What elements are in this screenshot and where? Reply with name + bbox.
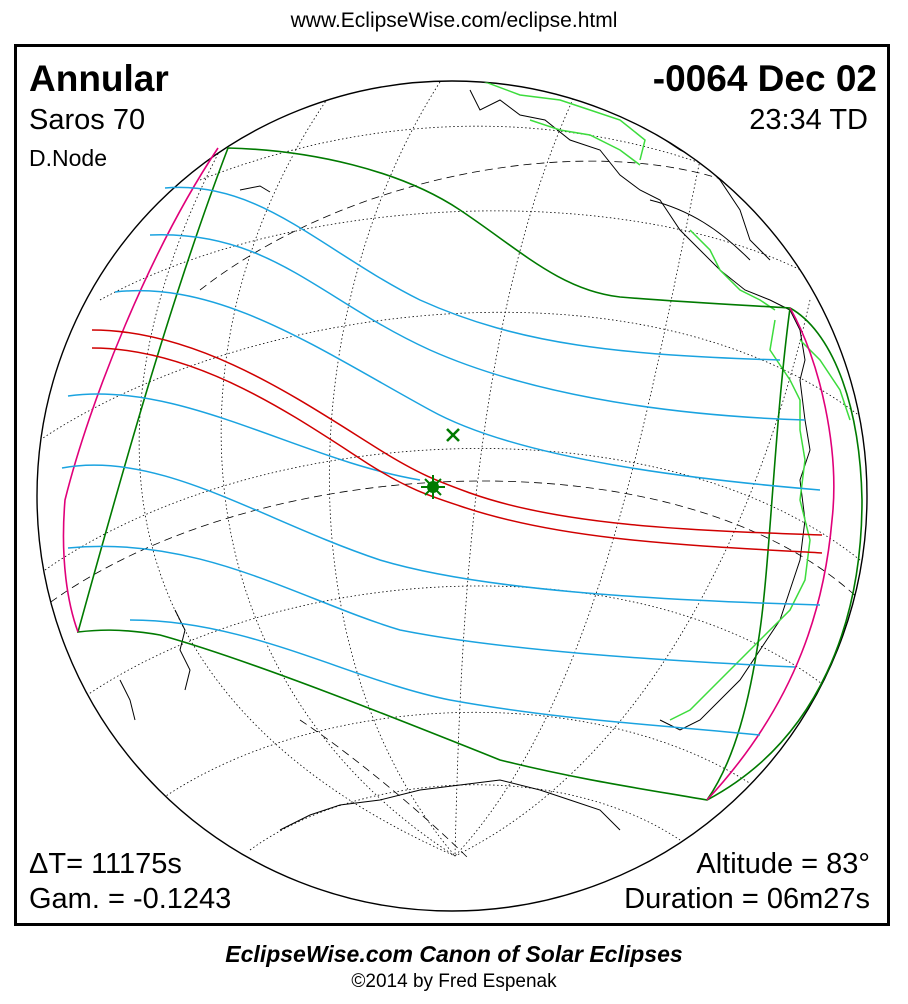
saros-number: Saros 70 bbox=[29, 104, 146, 136]
south-america-coast bbox=[659, 309, 811, 731]
eclipse-date: -0064 Dec 02 bbox=[652, 58, 877, 99]
north-america-coast bbox=[469, 89, 791, 311]
copyright: ©2014 by Fred Espenak bbox=[351, 971, 557, 992]
greatest-eclipse-marker bbox=[421, 475, 445, 499]
delta-t: ΔT= 11175s bbox=[29, 848, 182, 880]
central-duration: Duration = 06m27s bbox=[624, 883, 870, 915]
penumbral-limits bbox=[76, 147, 863, 801]
sun-altitude: Altitude = 83° bbox=[696, 848, 870, 880]
eclipse-type: Annular bbox=[29, 58, 169, 99]
antarctica-coast bbox=[279, 779, 621, 831]
source-url: www.EclipseWise.com/eclipse.html bbox=[290, 9, 618, 32]
globe-outline bbox=[36, 80, 868, 912]
penumbral-bands bbox=[61, 186, 821, 736]
gamma: Gam. = -0.1243 bbox=[29, 883, 232, 915]
rise-set-curves bbox=[62, 147, 835, 801]
canon-title: EclipseWise.com Canon of Solar Eclipses bbox=[225, 941, 683, 967]
greatest-duration-marker bbox=[446, 428, 460, 442]
node-label: D.Node bbox=[29, 145, 107, 171]
eclipse-time: 23:34 TD bbox=[749, 104, 868, 136]
eclipse-map bbox=[36, 80, 868, 912]
